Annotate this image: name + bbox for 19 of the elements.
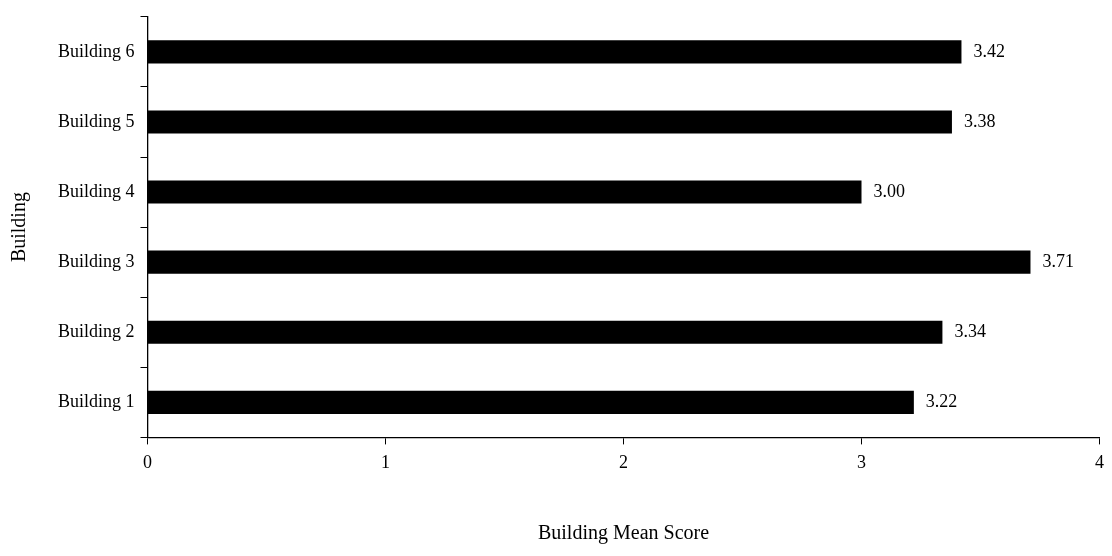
y-axis-title: Building	[7, 192, 31, 263]
data-label: 3.38	[963, 110, 996, 131]
x-tick-label: 3	[857, 451, 866, 472]
data-label: 3.22	[925, 391, 958, 412]
x-axis-title: Building Mean Score	[537, 521, 710, 545]
y-tick-label: Building 5	[57, 110, 135, 131]
data-label: 3.00	[873, 180, 905, 201]
data-label: 3.42	[973, 40, 1005, 61]
y-tick-label: Building 2	[57, 320, 135, 341]
x-tick-label: 2	[619, 451, 628, 472]
data-label: 3.34	[954, 320, 986, 341]
y-tick-label: Building 4	[57, 180, 135, 201]
x-tick-label: 1	[381, 451, 391, 472]
data-label: 3.71	[1042, 250, 1074, 271]
x-tick-label: 0	[143, 451, 153, 472]
y-tick-label: Building 6	[57, 40, 135, 61]
x-tick-label: 4	[1095, 451, 1104, 472]
y-tick-label: Building 1	[57, 391, 135, 412]
y-tick-label: Building 3	[57, 250, 135, 271]
